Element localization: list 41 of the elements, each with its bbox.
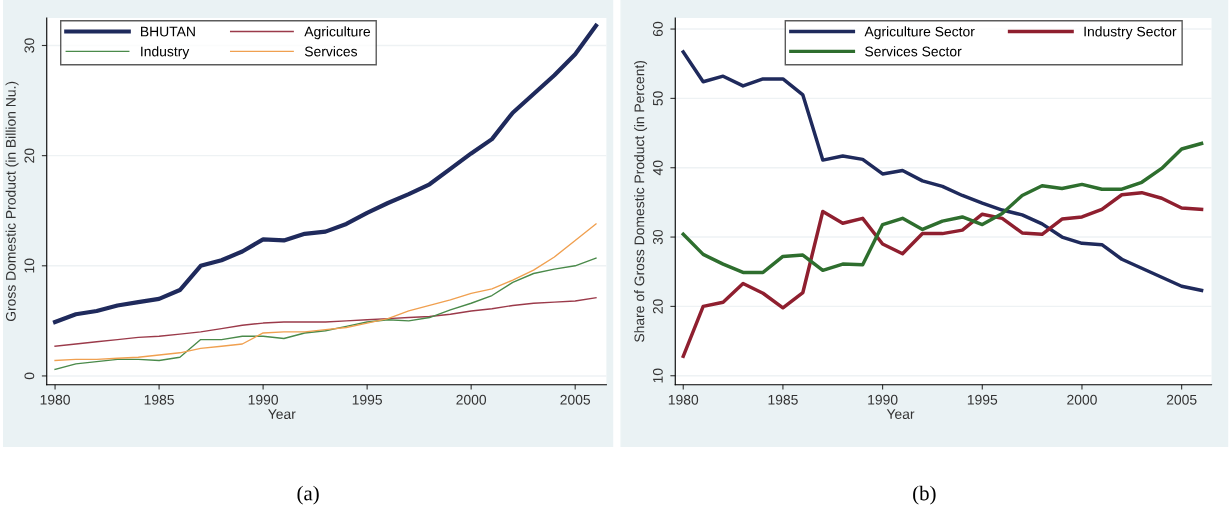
- line-series: [54, 257, 597, 371]
- x-tick-label: 2000: [456, 394, 487, 405]
- line-series: [54, 223, 597, 362]
- legend-label: BHUTAN: [141, 26, 195, 37]
- x-tick-label: 2000: [1067, 394, 1097, 405]
- line-series: [681, 190, 1204, 359]
- x-tick-label: 1995: [352, 394, 382, 405]
- x-axis-title: Year: [268, 409, 296, 420]
- x-axis-title: Year: [886, 409, 915, 420]
- y-tick-label: 20: [652, 299, 663, 314]
- x-tick-label: 1985: [144, 394, 174, 405]
- x-tick-label: 1980: [668, 394, 699, 405]
- x-tick-label: 1980: [40, 394, 70, 405]
- line-series: [52, 23, 599, 325]
- x-tick-label: 1990: [248, 394, 279, 405]
- y-axis-title: Share of Gross Domestic Product (in Percent): [634, 60, 648, 342]
- y-tick-label: 0: [24, 372, 35, 380]
- x-tick-label: 2005: [560, 394, 591, 405]
- legend-label: Services Sector: [865, 46, 962, 57]
- y-axis-title: Gross Domestic Product (in Billion Nu.): [5, 81, 19, 322]
- y-tick-label: 30: [652, 229, 663, 245]
- x-tick-label: 1990: [868, 394, 898, 405]
- x-tick-label: 1995: [967, 394, 998, 405]
- line-series: [54, 297, 597, 347]
- y-tick-label: 40: [652, 160, 663, 176]
- y-tick-label: 30: [24, 38, 35, 53]
- y-tick-label: 20: [24, 148, 35, 163]
- legend-label: Agriculture Sector: [864, 26, 975, 40]
- y-tick-label: 60: [652, 21, 663, 37]
- legend-label: Services: [304, 46, 358, 57]
- x-tick-label: 2005: [1166, 394, 1197, 405]
- y-tick-label: 10: [24, 258, 35, 273]
- legend-label: Agriculture: [304, 26, 371, 40]
- text: (a): [297, 485, 319, 505]
- x-tick-label: 1985: [768, 394, 798, 405]
- y-tick-label: 10: [652, 368, 663, 383]
- legend-label: Industry: [141, 46, 190, 60]
- legend-label: Industry Sector: [1084, 26, 1177, 40]
- line-series: [681, 141, 1204, 275]
- text: (b): [913, 485, 936, 505]
- y-tick-label: 50: [652, 91, 663, 106]
